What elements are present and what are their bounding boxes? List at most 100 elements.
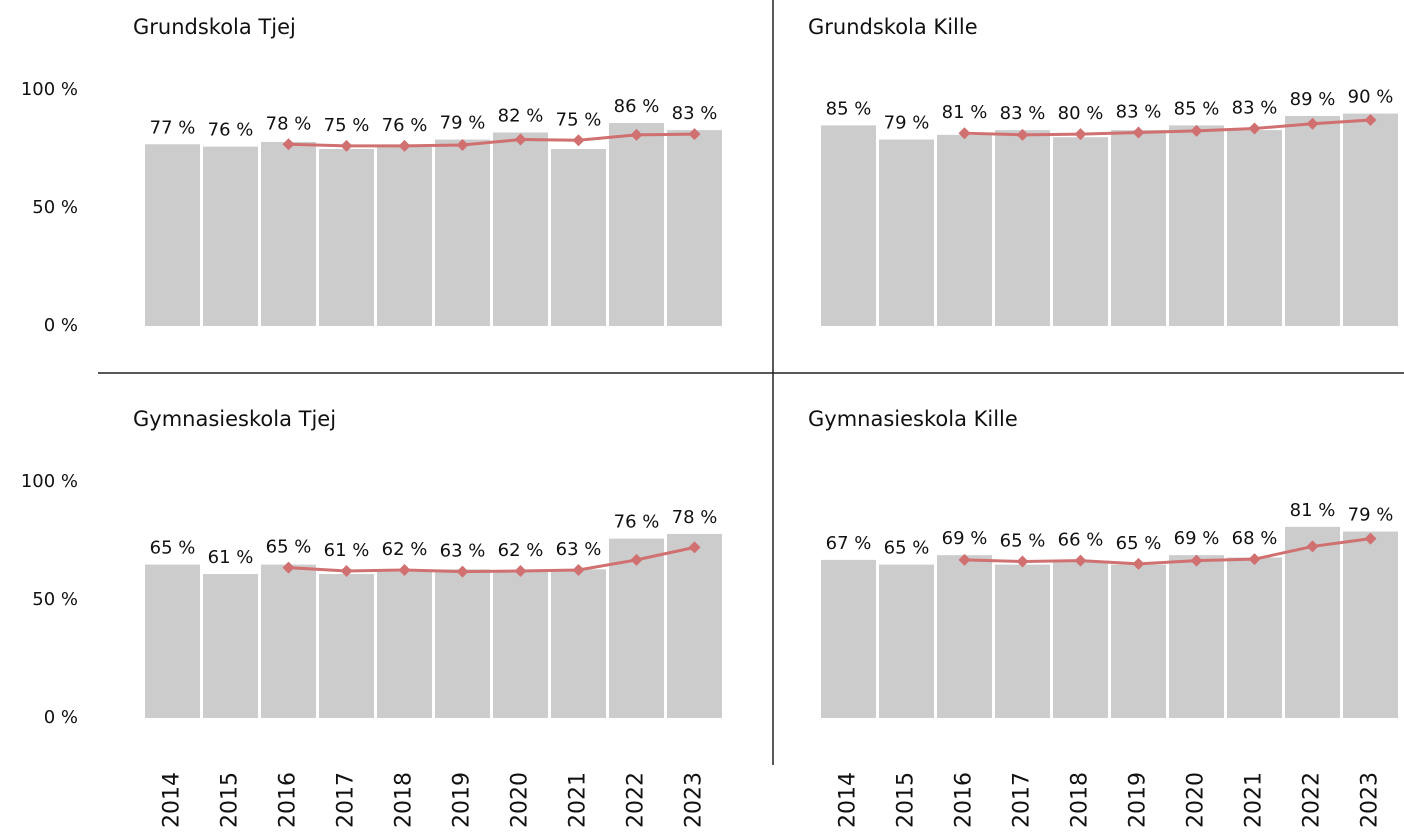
x-tick-label: 2023 [1358,772,1383,828]
trend-marker [1016,128,1029,141]
bar [435,139,490,326]
bar [435,569,490,718]
bar [261,564,316,718]
value-label: 61 % [208,547,254,568]
bar [203,146,258,326]
x-tick-label: 2016 [952,772,977,828]
trend-marker [1248,122,1261,135]
bar [879,139,934,326]
chart-title: Grundskola Tjej [133,15,296,39]
value-label: 61 % [324,540,370,561]
value-label: 78 % [672,507,718,528]
value-label: 79 % [440,113,486,134]
value-label: 69 % [1174,528,1220,549]
y-tick-label: 50 % [32,197,78,218]
x-tick-label: 2019 [450,772,475,828]
value-label: 62 % [382,539,428,560]
trend-marker [398,139,411,152]
value-label: 83 % [1116,101,1162,122]
bar [551,149,606,326]
bar [995,130,1050,326]
value-label: 80 % [1058,103,1104,124]
bar [667,130,722,326]
x-tick-label: 2021 [566,772,591,828]
trend-marker [1132,126,1145,139]
y-tick-label: 100 % [21,79,78,100]
x-tick-label: 2018 [1068,772,1093,828]
trend-marker [630,128,643,141]
trend-line [964,537,1371,566]
chart-title: Gymnasieskola Tjej [133,407,336,431]
value-label: 63 % [440,541,486,562]
bar [879,564,934,718]
bar [493,571,548,718]
value-label: 86 % [614,96,660,117]
chart-title: Gymnasieskola Kille [808,407,1018,431]
bar [377,571,432,718]
trend-marker [1190,554,1203,567]
bar [1169,125,1224,327]
bar [937,134,992,326]
value-label: 75 % [324,115,370,136]
value-label: 65 % [884,538,930,559]
trend-marker [514,133,527,146]
x-tick-label: 2018 [392,772,417,828]
bar [203,574,258,718]
bar [821,125,876,327]
bar [145,144,200,326]
y-tick-label: 0 % [44,315,78,336]
value-label: 68 % [1232,528,1278,549]
bar [821,559,876,718]
bar [1285,526,1340,718]
value-label: 79 % [1348,505,1394,526]
trend-marker [958,553,971,566]
x-tick-label: 2022 [1300,772,1325,828]
trend-marker [1016,555,1029,568]
trend-marker [456,565,469,578]
y-tick-label: 50 % [32,589,78,610]
value-label: 65 % [150,538,196,559]
value-label: 83 % [1000,103,1046,124]
trend-line [964,118,1371,137]
trend-marker [1306,117,1319,130]
trend-marker [1190,124,1203,137]
trend-marker [456,138,469,151]
trend-marker [572,564,585,577]
bar [1285,115,1340,327]
value-label: 63 % [556,539,602,560]
value-label: 81 % [942,102,988,123]
x-tick-label: 2020 [508,772,533,828]
value-label: 85 % [1174,98,1220,119]
bar [377,146,432,326]
trend-line [288,545,695,574]
value-label: 67 % [826,533,872,554]
bar [1111,130,1166,326]
bar [493,132,548,326]
bar [551,569,606,718]
value-label: 78 % [266,113,312,134]
value-label: 82 % [498,105,544,126]
bar [609,538,664,718]
bar [319,149,374,326]
bar [1227,130,1282,326]
y-tick-label: 0 % [44,707,78,728]
x-tick-label: 2020 [1184,772,1209,828]
x-tick-label: 2021 [1242,772,1267,828]
value-label: 77 % [150,117,196,138]
value-label: 69 % [942,528,988,549]
trend-marker [1074,128,1087,141]
bar [1343,113,1398,326]
value-label: 83 % [1232,97,1278,118]
value-label: 66 % [1058,530,1104,551]
trend-marker [958,127,971,140]
x-tick-label: 2015 [894,772,919,828]
bar [261,141,316,326]
trend-marker [282,561,295,574]
trend-marker [1364,532,1377,545]
value-label: 75 % [556,109,602,130]
bar [937,555,992,718]
bar [1053,137,1108,326]
y-tick-label: 100 % [21,471,78,492]
